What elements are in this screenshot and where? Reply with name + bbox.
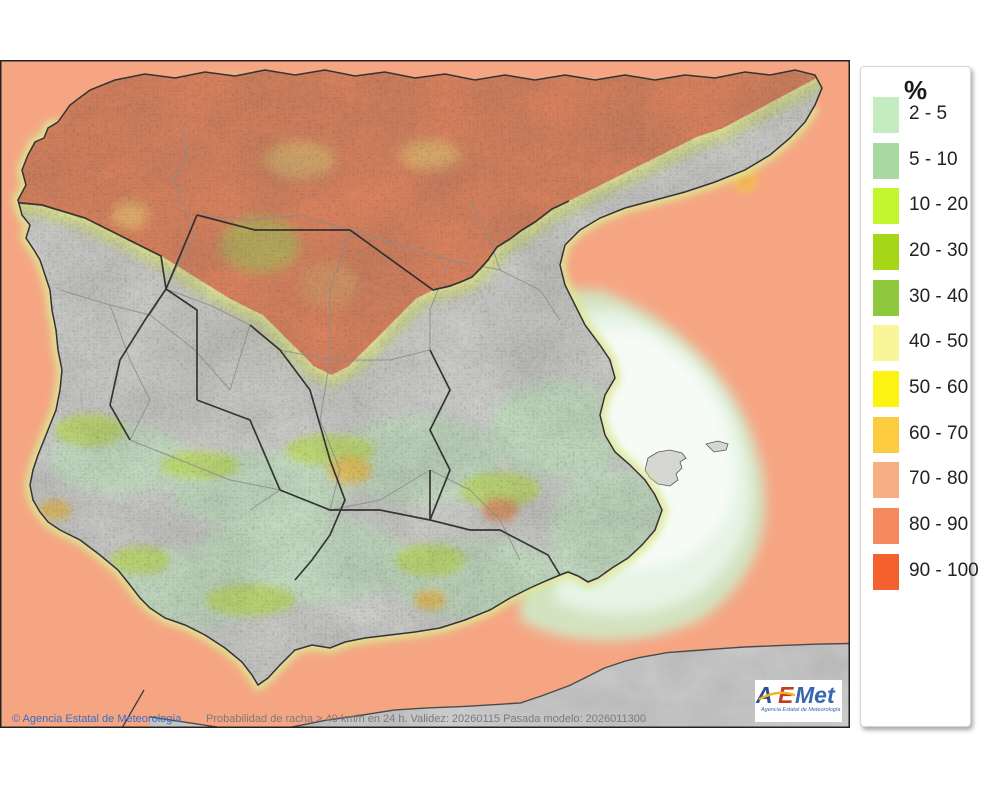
svg-text:Agencia Estatal de Meteorologí: Agencia Estatal de Meteorología: [760, 707, 841, 713]
svg-text:Met: Met: [795, 682, 836, 708]
